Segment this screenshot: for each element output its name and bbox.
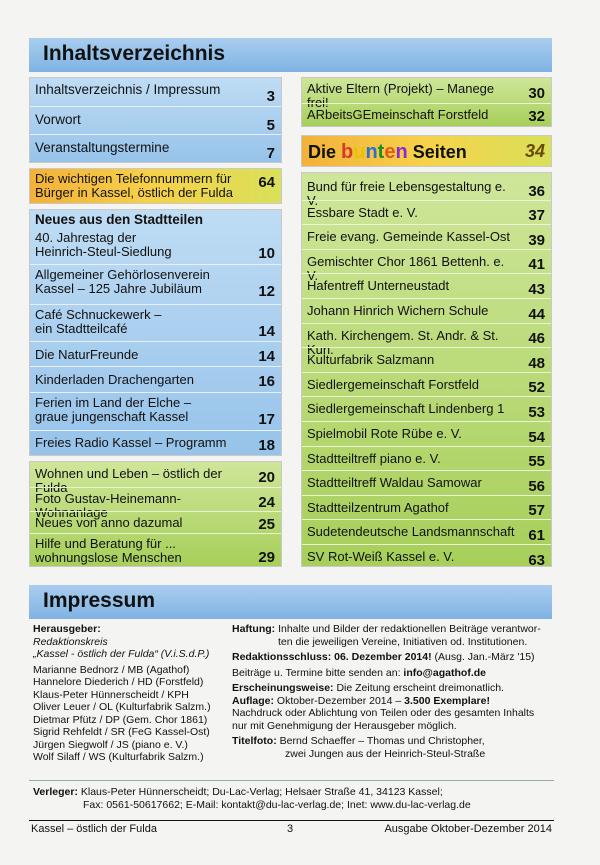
toc-item-page: 46 [528, 330, 545, 348]
toc-item[interactable]: Hilfe und Beratung für ... wohnungslose M… [30, 533, 281, 566]
toc-item[interactable]: Ferien im Land der Elche – graue jungensc… [30, 392, 281, 428]
toc-item[interactable]: Inhaltsverzeichnis / Impressum 3 [35, 82, 275, 105]
toc-item-label: Stadtteiltreff piano e. V. [307, 450, 441, 466]
toc-item[interactable]: Aktive Eltern (Projekt) – Manege frei! 30 [307, 81, 545, 110]
toc-item[interactable]: Siedlergemeinschaft Lindenberg 1 53 [302, 396, 551, 421]
toc-item-label: Kulturfabrik Salzmann [307, 352, 435, 368]
toc-item[interactable]: Johann Hinrich Wichern Schule 44 [302, 298, 551, 323]
toc-title-bar: Inhaltsverzeichnis [29, 38, 552, 72]
toc-neues-heading: Neues aus den Stadtteilen [35, 212, 204, 227]
toc-item[interactable]: Foto Gustav-Heinemann-Wohnanlage 24 [30, 487, 281, 520]
toc-title: Inhaltsverzeichnis [43, 42, 226, 65]
toc-item-page: 63 [528, 551, 545, 569]
toc-item[interactable]: Siedlergemeinschaft Forstfeld 52 [302, 371, 551, 397]
toc-item-page: 54 [528, 428, 545, 446]
toc-item-page: 36 [528, 182, 545, 200]
toc-item[interactable]: Freie evang. Gemeinde Kassel-Ost 39 [302, 224, 551, 249]
toc-item-label: Essbare Stadt e. V. [307, 204, 418, 220]
toc-item[interactable]: Sudetendeutsche Landsmannschaft 61 [302, 519, 551, 544]
toc-neues-box: Neues aus den Stadtteilen 40. Jahrestag … [29, 209, 282, 456]
footer-page: 3 [287, 823, 294, 835]
toc-item-label: Stadtteiltreff Waldau Samowar [307, 475, 482, 491]
toc-item[interactable]: Gemischter Chor 1861 Bettenh. e. V. 41 [302, 248, 551, 282]
toc-left-blue-1: Inhaltsverzeichnis / Impressum 3 Vorwort 5… [29, 77, 282, 163]
impressum-title-bar: Impressum [29, 585, 552, 619]
toc-item-page: 48 [528, 354, 545, 372]
toc-item[interactable]: ARbeitsGEmeinschaft Forstfeld 32 [302, 103, 551, 125]
toc-item-page: 55 [528, 453, 545, 471]
toc-item-page: 53 [528, 403, 545, 421]
toc-item-label: Siedlergemeinschaft Forstfeld [307, 376, 479, 392]
toc-item[interactable]: Die NaturFreunde 14 [30, 341, 281, 365]
toc-item-page: 39 [528, 231, 545, 249]
toc-right-top: Aktive Eltern (Projekt) – Manege frei! 30… [301, 77, 552, 127]
toc-item-label: Sudetendeutsche Landsmannschaft [307, 524, 515, 540]
toc-item-label: Spielmobil Rote Rübe e. V. [307, 426, 462, 441]
toc-phone-box[interactable]: Die wichtigen Telefonnummern für Bürger i… [29, 168, 282, 204]
toc-item[interactable]: Hafentreff Unterneustadt 43 [302, 273, 551, 298]
toc-item-label: Siedlergemeinschaft Lindenberg 1 [307, 401, 505, 417]
toc-item[interactable]: Café Schnuckewerk – ein Stadtteilcafé 14 [30, 304, 281, 340]
toc-item-page: 61 [528, 526, 545, 544]
toc-item[interactable]: Kath. Kirchengem. St. Andr. & St. Kun. 46 [302, 322, 551, 356]
toc-item: Die wichtigen Telefonnummern für Bürger i… [35, 171, 275, 200]
toc-item[interactable]: Vorwort 5 [30, 106, 281, 134]
toc-item[interactable]: Kinderladen Drachengarten 16 [30, 366, 281, 390]
toc-item-page: 52 [528, 379, 545, 397]
toc-item[interactable]: Spielmobil Rote Rübe e. V. 54 [302, 421, 551, 446]
toc-item-page: 56 [528, 477, 545, 495]
toc-item[interactable]: Wohnen und Leben – östlich der Fulda 20 [35, 466, 275, 495]
toc-item-label: Gemischter Chor 1861 Bettenh. e. V. [307, 253, 505, 283]
bunten-word: bunten [341, 141, 408, 163]
toc-item-page: 57 [528, 502, 545, 520]
toc-item[interactable]: Stadtteilzentrum Agathof 57 [302, 494, 551, 520]
toc-item[interactable]: Bund für freie Lebensgestaltung e. V. 36 [302, 175, 551, 208]
footer: Kassel – östlich der Fulda 3 Ausgabe Okt… [29, 820, 554, 836]
toc-item[interactable]: Veranstaltungstermine 7 [30, 134, 281, 162]
bunte-page: 34 [524, 141, 545, 161]
toc-item-page: 41 [528, 256, 545, 274]
toc-right-green: Bund für freie Lebensgestaltung e. V. 36 E… [301, 172, 552, 569]
toc-item[interactable]: Kulturfabrik Salzmann 48 [302, 347, 551, 372]
toc-item-page: 44 [528, 305, 545, 323]
toc-item-label: Kath. Kirchengem. St. Andr. & St. Kun. [307, 327, 499, 357]
impressum-right: Haftung: Inhalte und Bilder der redaktio… [232, 623, 541, 760]
toc-item[interactable]: Allgemeiner Gehörlosenverein Kassel – 125… [30, 264, 281, 300]
toc-left-green: Wohnen und Leben – östlich der Fulda 20 F… [29, 461, 282, 567]
verleger-block: Verleger: Klaus-Peter Hünnerscheidt; Du-… [29, 780, 554, 814]
toc-item-page: 43 [528, 280, 545, 298]
impressum-left: Herausgeber: Redaktionskreis „Kassel - ö… [33, 623, 211, 763]
toc-item-label: SV Rot-Weiß Kassel e. V. [307, 549, 455, 564]
toc-item[interactable]: Stadtteiltreff Waldau Samowar 56 [302, 470, 551, 495]
toc-item-page: 37 [528, 207, 545, 225]
toc-item[interactable]: Essbare Stadt e. V. 37 [302, 199, 551, 225]
toc-item[interactable]: 40. Jahrestag der Heinrich-Steul-Siedlung… [35, 230, 275, 262]
toc-item-label: Freie evang. Gemeinde Kassel-Ost [307, 229, 511, 245]
toc-item[interactable]: Freies Radio Kassel – Programm 18 [30, 430, 281, 454]
footer-right: Ausgabe Oktober-Dezember 2014 [384, 823, 552, 835]
toc-item-label: Johann Hinrich Wichern Schule [307, 303, 489, 318]
toc-item-label: Stadtteilzentrum Agathof [307, 499, 449, 515]
toc-item-label: Hafentreff Unterneustadt [307, 278, 450, 294]
bunte-seiten-header[interactable]: Die bunten Seiten 34 [301, 135, 552, 167]
toc-item[interactable]: Stadtteiltreff piano e. V. 55 [302, 445, 551, 471]
impressum-title: Impressum [43, 589, 156, 612]
footer-left: Kassel – östlich der Fulda [31, 823, 157, 835]
toc-item[interactable]: SV Rot-Weiß Kassel e. V. 63 [302, 544, 551, 569]
email-link[interactable]: info@agathof.de [403, 666, 486, 679]
toc-item[interactable]: Neues von anno dazumal 25 [30, 511, 281, 533]
